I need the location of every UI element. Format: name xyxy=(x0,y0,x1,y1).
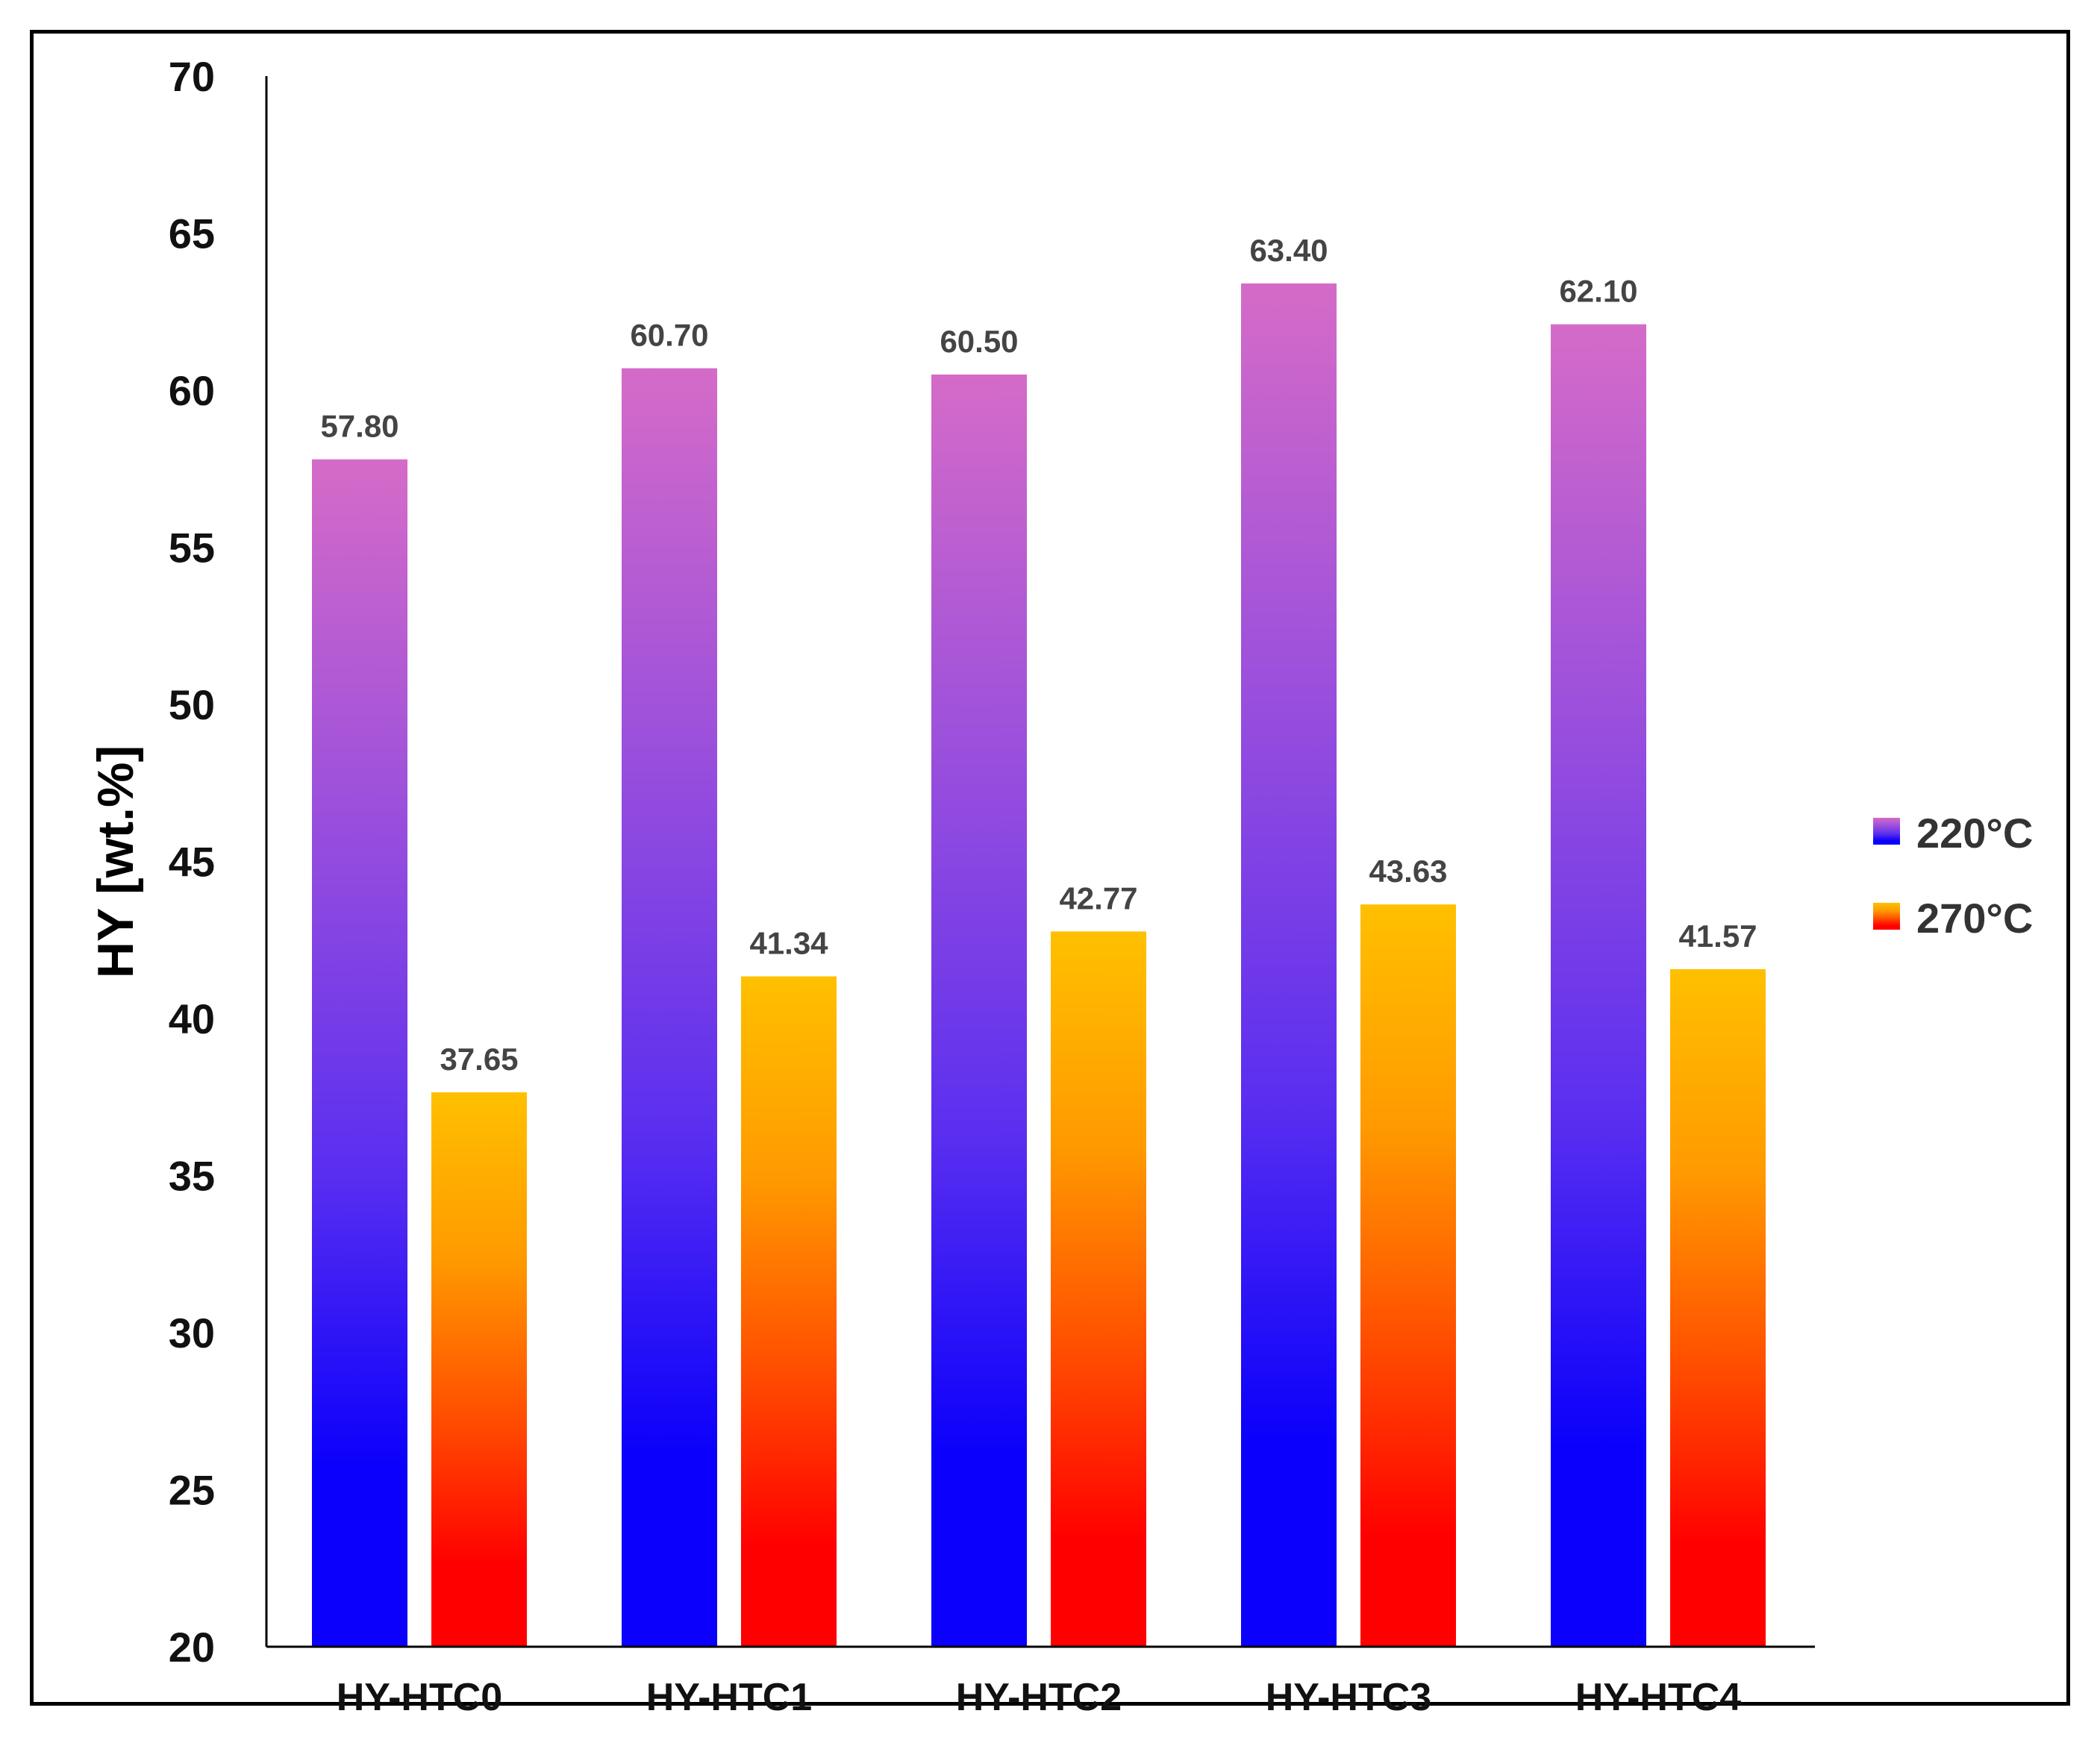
y-tick-label: 35 xyxy=(169,1153,215,1200)
legend-swatch-270 xyxy=(1873,903,1900,930)
y-tick-label: 50 xyxy=(169,681,215,728)
legend-item-220: 220°C xyxy=(1873,810,2033,857)
bar-hy-htc3-220 xyxy=(1241,283,1337,1647)
data-label: 60.70 xyxy=(630,318,708,353)
data-label: 41.34 xyxy=(749,926,828,961)
legend-label-220: 220°C xyxy=(1916,810,2033,857)
x-category-label: HY-HTC1 xyxy=(646,1676,812,1719)
bar-hy-htc1-220 xyxy=(622,368,717,1647)
x-axis-labels: HY-HTC0 HY-HTC1 HY-HTC2 HY-HTC3 HY-HTC4 xyxy=(337,1676,1742,1719)
bar-hy-htc4-270 xyxy=(1670,968,1766,1647)
data-labels: 57.80 37.65 60.70 41.34 60.50 42.77 63.40 43.63… xyxy=(320,233,1757,1077)
y-tick-label: 40 xyxy=(169,995,215,1042)
bar-hy-htc1-270 xyxy=(741,976,837,1647)
data-label: 60.50 xyxy=(940,324,1018,359)
x-category-label: HY-HTC0 xyxy=(337,1676,502,1719)
y-tick-label: 60 xyxy=(169,367,215,414)
x-category-label: HY-HTC4 xyxy=(1575,1676,1742,1719)
y-tick-label: 65 xyxy=(169,210,215,257)
legend: 220°C 270°C xyxy=(1873,810,2033,942)
data-label: 43.63 xyxy=(1369,854,1447,889)
y-axis-ticks: 20 25 30 35 40 45 50 55 60 65 70 xyxy=(169,53,215,1671)
bar-hy-htc2-220 xyxy=(931,374,1027,1647)
y-tick-label: 20 xyxy=(169,1624,215,1671)
x-category-label: HY-HTC3 xyxy=(1266,1676,1431,1719)
y-tick-label: 25 xyxy=(169,1467,215,1514)
x-category-label: HY-HTC2 xyxy=(956,1676,1122,1719)
legend-swatch-220 xyxy=(1873,818,1900,845)
data-label: 37.65 xyxy=(440,1042,518,1077)
bar-hy-htc3-270 xyxy=(1360,904,1456,1647)
bars xyxy=(312,283,1766,1647)
data-label: 62.10 xyxy=(1559,274,1637,309)
data-label: 41.57 xyxy=(1678,918,1757,954)
legend-item-270: 270°C xyxy=(1873,895,2033,942)
y-tick-label: 55 xyxy=(169,525,215,572)
bar-hy-htc2-270 xyxy=(1051,931,1146,1647)
y-tick-label: 70 xyxy=(169,53,215,100)
data-label: 42.77 xyxy=(1059,880,1137,916)
y-tick-label: 45 xyxy=(169,839,215,886)
y-tick-label: 30 xyxy=(169,1309,215,1356)
bar-hy-htc4-220 xyxy=(1551,324,1646,1647)
legend-label-270: 270°C xyxy=(1916,895,2033,942)
y-axis-title: HY [wt.%] xyxy=(87,745,144,978)
data-label: 63.40 xyxy=(1249,233,1328,268)
bar-hy-htc0-270 xyxy=(431,1092,527,1647)
data-label: 57.80 xyxy=(320,409,399,444)
bar-hy-htc0-220 xyxy=(312,459,407,1647)
